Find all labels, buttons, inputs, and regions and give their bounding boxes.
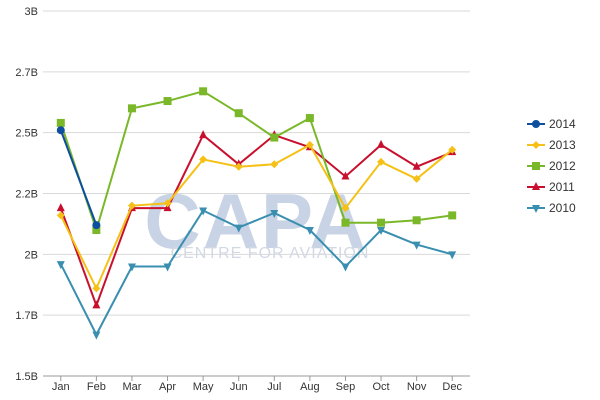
data-point <box>270 209 279 218</box>
legend-label: 2010 <box>549 201 576 215</box>
series-line-2013 <box>59 143 453 291</box>
data-point <box>163 263 172 272</box>
data-point <box>377 227 386 235</box>
data-point <box>341 218 350 227</box>
y-tick-label: 2.2B <box>15 189 38 201</box>
series-line-2011 <box>59 133 453 309</box>
legend-label: 2014 <box>549 117 576 131</box>
data-point <box>412 174 421 183</box>
series-line-2010 <box>59 209 453 337</box>
legend-marker <box>532 182 540 190</box>
data-point <box>56 203 65 212</box>
data-point <box>270 160 279 169</box>
legend-item-2014: 2014 <box>527 117 576 131</box>
data-point <box>92 221 101 230</box>
data-point <box>341 171 350 180</box>
watermark-tagline: CENTRE FOR AVIATION <box>171 245 370 262</box>
data-point <box>234 224 243 233</box>
y-tick-label: 2.5B <box>15 128 38 140</box>
series-line-2012 <box>59 90 453 234</box>
x-tick-label: Apr <box>159 381 176 393</box>
data-point <box>56 118 65 127</box>
data-point <box>92 226 101 234</box>
legend-item-2012: 2012 <box>527 159 576 173</box>
y-tick-label: 1.7B <box>15 310 38 322</box>
data-point <box>341 263 350 272</box>
data-point <box>305 114 314 123</box>
data-point <box>270 133 279 142</box>
x-tick-label: Sep <box>336 381 356 393</box>
y-tick-label: 2.7B <box>15 67 38 79</box>
data-point <box>448 211 457 220</box>
data-point <box>305 140 314 149</box>
data-point <box>377 139 386 148</box>
legend-marker <box>532 141 540 149</box>
series-line-2014 <box>59 129 98 226</box>
x-tick-label: Jul <box>267 381 281 393</box>
data-point <box>163 97 172 106</box>
x-tick-label: Jun <box>230 381 248 393</box>
legend-marker <box>532 205 540 213</box>
data-point <box>56 261 65 270</box>
series-2013 <box>56 140 457 293</box>
legend-label: 2013 <box>549 138 576 152</box>
x-tick-label: Jan <box>52 381 70 393</box>
data-point <box>412 241 421 250</box>
data-point <box>199 130 208 139</box>
series-group <box>56 87 457 340</box>
x-tick-label: Nov <box>407 381 427 393</box>
series-2010 <box>56 207 457 340</box>
legend-item-2013: 2013 <box>527 138 576 152</box>
data-point <box>92 331 101 340</box>
data-point <box>56 211 65 220</box>
data-point <box>377 218 386 227</box>
axes: 1.5B 1.7B 2B 2.2B 2.5B 2.7B 3B Jan Feb Mar Apr May J… <box>15 6 470 393</box>
data-point <box>412 161 421 170</box>
x-tick-label: Aug <box>300 381 320 393</box>
data-point <box>377 157 386 166</box>
data-point <box>92 284 101 293</box>
legend-item-2011: 2011 <box>527 180 575 194</box>
data-point <box>448 145 457 154</box>
x-tick-label: Feb <box>87 381 106 393</box>
data-point <box>92 300 101 309</box>
data-point <box>305 227 314 235</box>
series-2014 <box>56 126 101 230</box>
y-tick-label: 2B <box>25 249 38 261</box>
legend-item-2010: 2010 <box>527 201 576 215</box>
data-point <box>341 204 350 213</box>
data-point <box>234 162 243 171</box>
data-point <box>199 87 208 96</box>
legend: 2014 2013 2012 2011 2010 <box>527 117 576 215</box>
legend-marker <box>532 120 540 128</box>
x-tick-label: May <box>193 381 214 393</box>
legend-marker <box>532 162 540 170</box>
data-point <box>127 104 136 113</box>
y-tick-label: 3B <box>25 6 38 18</box>
legend-label: 2012 <box>549 159 576 173</box>
data-point <box>448 251 457 260</box>
data-point <box>412 216 421 225</box>
data-point <box>127 263 136 272</box>
data-point <box>56 126 65 135</box>
series-2012 <box>56 87 457 234</box>
legend-label: 2011 <box>549 180 575 194</box>
data-point <box>127 201 136 210</box>
data-point <box>163 199 172 208</box>
x-tick-label: Oct <box>372 381 389 393</box>
x-tick-label: Dec <box>442 381 462 393</box>
data-point <box>234 109 243 118</box>
data-point <box>199 155 208 164</box>
x-tick-label: Mar <box>122 381 141 393</box>
y-tick-label: 1.5B <box>15 371 38 383</box>
data-point <box>199 207 208 216</box>
